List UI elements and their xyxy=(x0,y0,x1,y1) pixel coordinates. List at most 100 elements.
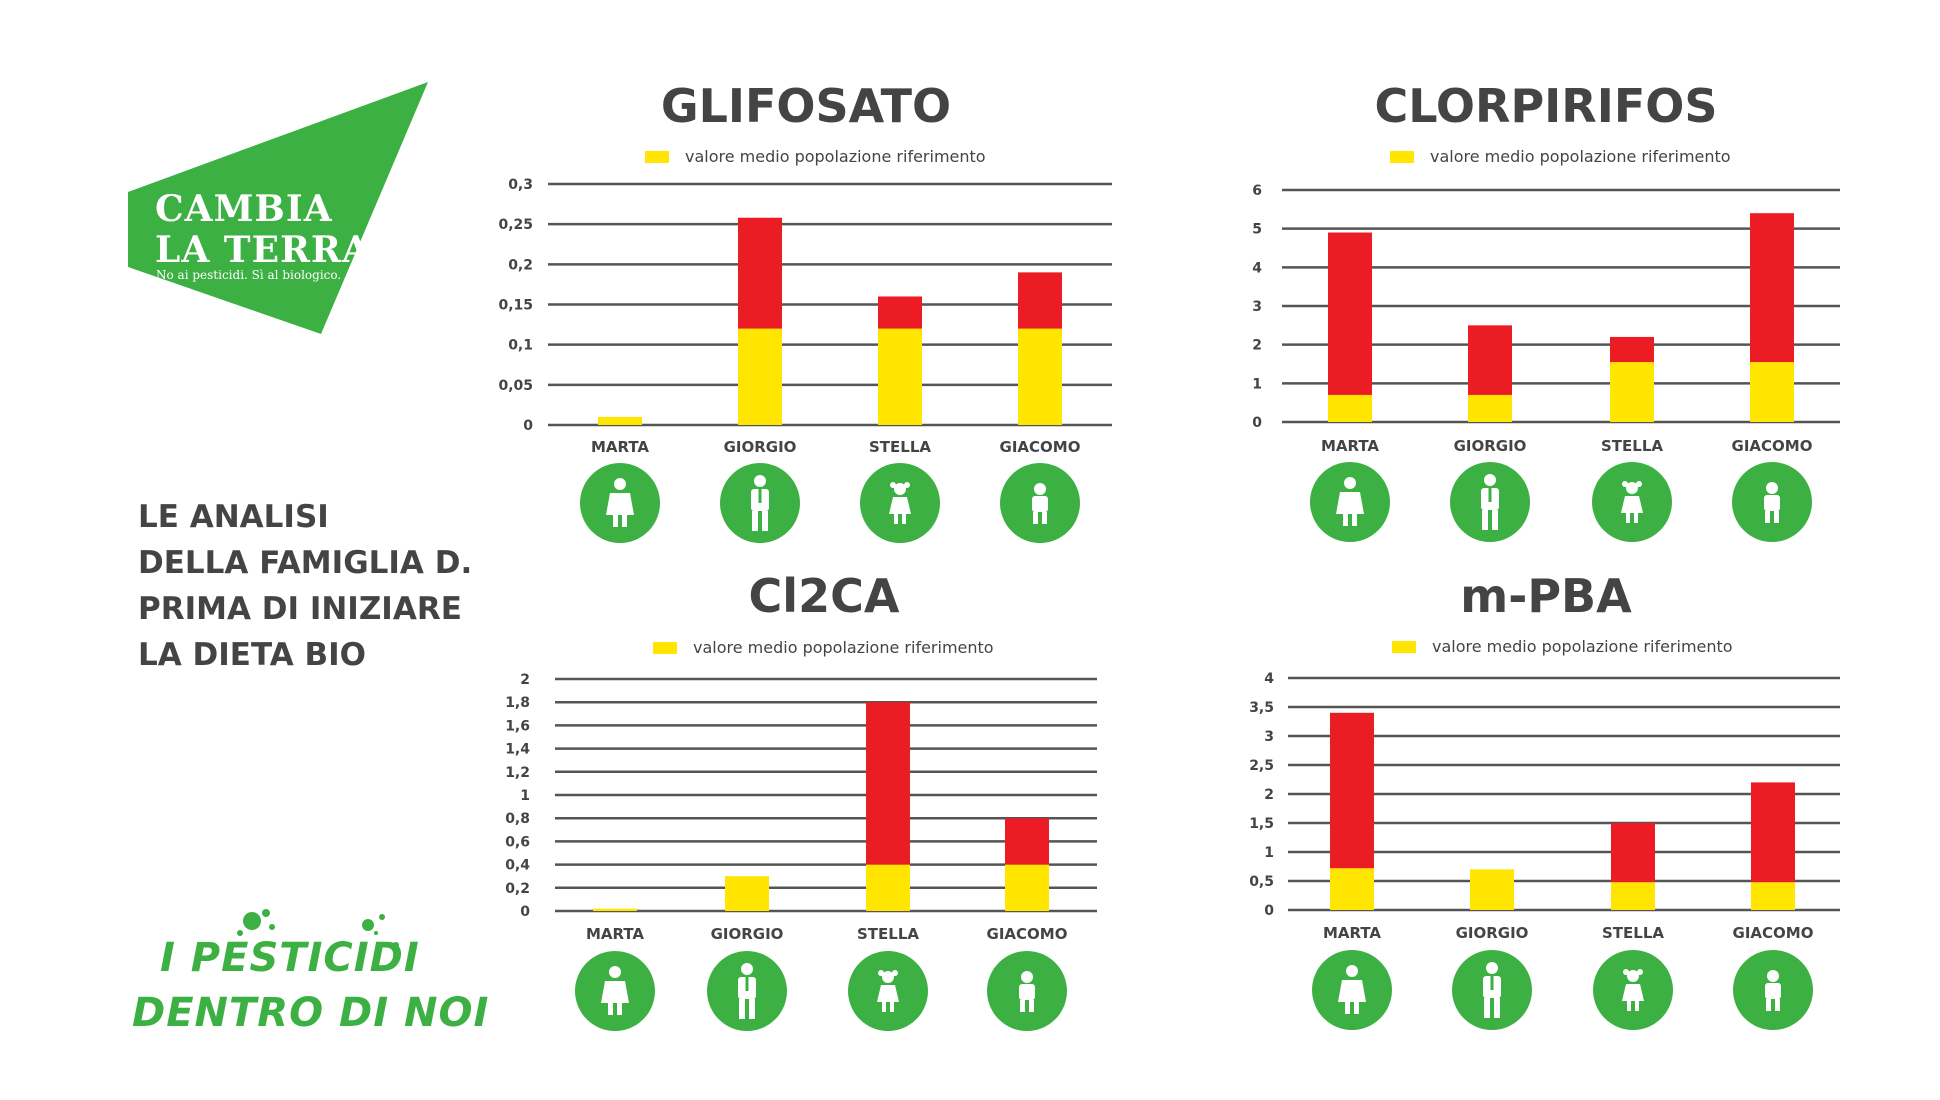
icon-body xyxy=(1483,976,1501,998)
icon-circle xyxy=(1452,950,1532,1030)
analysis-title-line: LE ANALISI xyxy=(138,499,329,535)
icon-tie xyxy=(745,977,749,991)
y-tick-label: 0,05 xyxy=(498,378,533,394)
bar-reference-segment xyxy=(725,876,769,911)
woman-icon xyxy=(1310,462,1390,542)
bar-excess-segment xyxy=(1750,213,1794,363)
y-tick-label: 1,4 xyxy=(505,742,530,758)
icon-circle xyxy=(848,951,928,1031)
x-category-label: STELLA xyxy=(857,925,919,943)
y-tick-label: 0,8 xyxy=(505,811,530,827)
icon-pigtail xyxy=(892,970,898,976)
icon-head xyxy=(1486,962,1498,974)
icon-head xyxy=(1021,971,1033,983)
icon-body xyxy=(1765,983,1781,999)
man-icon xyxy=(720,463,800,543)
icon-leg xyxy=(1020,1000,1025,1012)
y-tick-label: 2 xyxy=(1264,787,1274,803)
icon-head xyxy=(1767,970,1779,982)
y-tick-label: 0,5 xyxy=(1249,874,1274,890)
icon-leg xyxy=(1775,999,1780,1011)
icon-leg xyxy=(882,1002,886,1012)
x-category-label: GIACOMO xyxy=(1000,438,1081,456)
y-tick-label: 1,6 xyxy=(505,718,530,734)
icon-leg xyxy=(1042,512,1047,524)
icon-pigtail xyxy=(1623,969,1629,975)
icon-head xyxy=(1766,482,1778,494)
chart-title: GLIFOSATO xyxy=(661,79,951,133)
bar-reference-segment xyxy=(1750,362,1794,422)
icon-circle xyxy=(987,951,1067,1031)
y-tick-label: 4 xyxy=(1264,671,1274,687)
legend-label: valore medio popolazione riferimento xyxy=(685,147,986,166)
legend-swatch xyxy=(653,642,677,654)
bar-reference-segment xyxy=(1611,882,1655,910)
icon-leg xyxy=(1484,998,1490,1018)
x-category-label: GIORGIO xyxy=(724,438,797,456)
y-tick-label: 1,8 xyxy=(505,695,530,711)
logo-tagline: No ai pesticidi. Sì al biologico. xyxy=(156,268,342,282)
icon-body xyxy=(1338,980,1366,1002)
icon-leg xyxy=(1345,1002,1350,1014)
analysis-title-line: DELLA FAMIGLIA D. xyxy=(138,545,473,581)
x-category-label: MARTA xyxy=(1321,437,1379,455)
bar-excess-segment xyxy=(1611,823,1655,883)
bar-excess-segment xyxy=(1330,712,1374,869)
chart-title: Cl2CA xyxy=(749,569,900,623)
icon-tie xyxy=(1490,976,1494,990)
bar-excess-segment xyxy=(1751,782,1795,883)
x-category-label: GIACOMO xyxy=(987,925,1068,943)
legend-label: valore medio popolazione riferimento xyxy=(1430,147,1731,166)
y-tick-label: 0 xyxy=(523,418,533,434)
icon-tie xyxy=(758,489,762,503)
icon-leg xyxy=(1343,514,1348,526)
icon-leg xyxy=(1765,511,1770,523)
bar-reference-segment xyxy=(1330,868,1374,910)
y-tick-label: 0,4 xyxy=(505,858,530,874)
icon-head xyxy=(754,475,766,487)
bar-reference-segment xyxy=(1328,394,1372,422)
icon-body xyxy=(1481,488,1499,510)
y-tick-label: 0,15 xyxy=(498,298,533,314)
icon-body xyxy=(1019,984,1035,1000)
icon-pigtail xyxy=(878,970,884,976)
bar-reference-segment xyxy=(866,864,910,911)
campaign-title-line-2: DENTRO DI NOI xyxy=(132,990,490,1036)
woman-icon xyxy=(580,463,660,543)
y-tick-label: 3 xyxy=(1264,729,1274,745)
bar-excess-segment xyxy=(866,702,910,865)
y-tick-label: 5 xyxy=(1252,222,1262,238)
y-tick-label: 2,5 xyxy=(1249,758,1274,774)
icon-circle xyxy=(720,463,800,543)
icon-head xyxy=(1626,482,1638,494)
y-tick-label: 0,1 xyxy=(508,338,533,354)
analysis-title-line: PRIMA DI INIZIARE xyxy=(138,591,462,627)
y-tick-label: 0 xyxy=(1264,903,1274,919)
icon-body xyxy=(1032,496,1048,512)
bar-excess-segment xyxy=(878,296,922,329)
icon-head xyxy=(741,963,753,975)
icon-head xyxy=(882,971,894,983)
girl-icon xyxy=(1592,462,1672,542)
bar-reference-segment xyxy=(1610,362,1654,422)
icon-leg xyxy=(1634,513,1638,523)
icon-leg xyxy=(1494,998,1500,1018)
bar-excess-segment xyxy=(1005,818,1049,865)
boy-icon xyxy=(987,951,1067,1031)
icon-head xyxy=(609,966,621,978)
icon-leg xyxy=(622,515,627,527)
boy-icon xyxy=(1733,950,1813,1030)
y-tick-label: 2 xyxy=(520,672,530,688)
icon-leg xyxy=(1354,1002,1359,1014)
icon-body xyxy=(1622,984,1644,1001)
analysis-title: LE ANALISI DELLA FAMIGLIA D. PRIMA DI IN… xyxy=(138,494,473,678)
icon-head xyxy=(1344,477,1356,489)
icon-pigtail xyxy=(890,482,896,488)
x-category-label: STELLA xyxy=(1602,924,1664,942)
woman-icon xyxy=(575,951,655,1031)
icon-head xyxy=(1627,970,1639,982)
chart-title: CLORPIRIFOS xyxy=(1375,79,1718,133)
icon-circle xyxy=(1733,950,1813,1030)
x-category-label: MARTA xyxy=(591,438,649,456)
icon-body xyxy=(751,489,769,511)
